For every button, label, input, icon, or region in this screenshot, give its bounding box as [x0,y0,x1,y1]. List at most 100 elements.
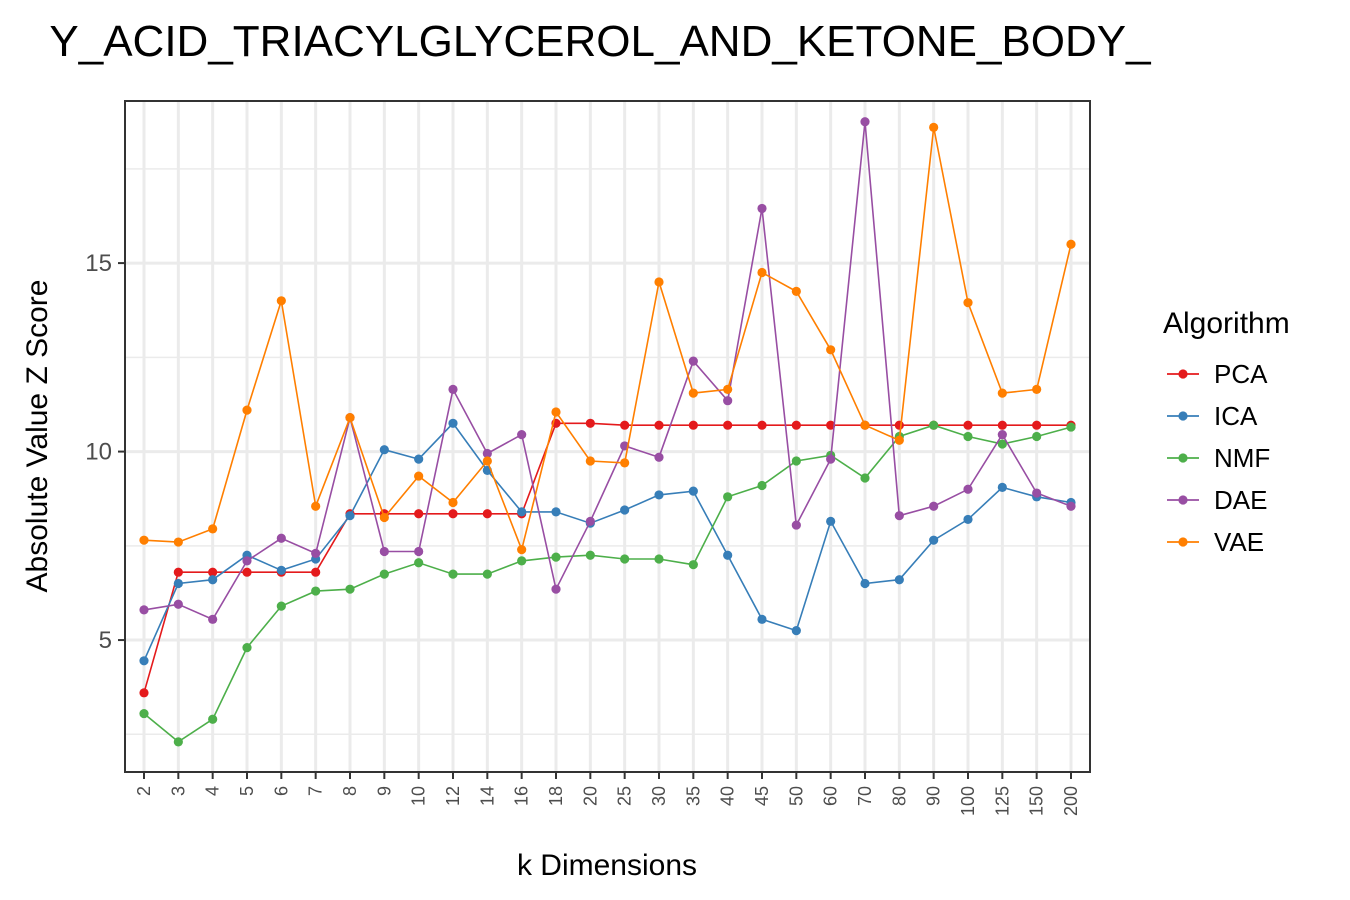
legend-title: Algorithm [1163,307,1290,340]
data-point-dae [654,452,664,462]
data-point-nmf [620,554,630,564]
data-point-dae [997,430,1007,440]
data-point-dae [173,599,183,609]
data-point-pca [620,420,630,430]
plot-panel-border [124,100,1091,773]
x-tick-label: 200 [1061,786,1081,816]
x-tick-label: 50 [786,786,806,806]
data-point-nmf [791,456,801,466]
data-point-dae [791,520,801,530]
data-point-pca [482,509,492,519]
x-tick-label: 35 [683,786,703,806]
data-point-vae [173,537,183,547]
data-point-vae [517,544,527,555]
x-tick-label: 30 [649,786,669,806]
data-point-dae [208,614,218,624]
data-point-pca [723,420,733,430]
data-point-vae [448,497,458,508]
data-point-vae [551,407,561,417]
legend-item-pca: PCA [1167,359,1268,389]
data-point-pca [654,420,664,430]
data-point-dae [826,454,836,464]
data-point-ica [414,454,424,464]
data-point-ica [860,578,870,589]
data-point-pca [1032,420,1042,430]
data-point-pca [414,509,424,519]
data-point-ica [345,511,355,521]
data-point-nmf [208,714,218,724]
data-point-dae [414,546,424,557]
data-point-pca [894,420,904,430]
data-point-ica [654,490,664,500]
data-point-vae [139,535,149,545]
y-tick-label: 10 [85,439,112,466]
legend-label: DAE [1214,485,1267,515]
data-point-nmf [482,569,492,579]
data-point-nmf [963,431,973,442]
data-point-pca [791,420,801,430]
data-point-vae [688,388,698,398]
data-point-vae [963,298,973,308]
data-point-vae [929,122,939,132]
data-point-nmf [551,552,561,562]
data-point-nmf [757,480,767,491]
data-point-nmf [723,492,733,502]
data-point-nmf [517,556,527,566]
x-tick-label: 90 [924,786,944,806]
data-point-ica [963,514,973,525]
data-point-ica [997,482,1007,492]
x-tick-label: 8 [340,786,360,796]
data-point-vae [723,384,733,394]
x-tick-label: 70 [855,786,875,806]
legend-item-vae: VAE [1167,527,1264,557]
data-point-vae [414,471,424,481]
data-point-vae [894,435,904,445]
x-tick-label: 10 [409,786,429,806]
series-line-pca [143,422,1071,694]
x-tick-label: 12 [443,786,463,806]
data-point-pca [242,567,252,577]
x-tick-label: 20 [580,786,600,806]
data-point-vae [379,512,389,523]
legend-item-dae: DAE [1167,485,1267,515]
x-tick-label: 14 [477,786,497,806]
data-point-nmf [654,554,664,564]
data-point-dae [139,605,149,615]
data-point-nmf [139,708,149,719]
series-line-vae [143,127,1072,553]
legend-label: VAE [1214,527,1264,557]
data-point-ica [688,486,698,496]
data-point-dae [963,484,973,494]
series-line-nmf [143,424,1072,743]
x-tick-label: 18 [546,786,566,806]
chart-title: Y_ACID_TRIACYLGLYCEROL_AND_KETONE_BODY_ [49,17,1151,66]
x-axis-title: k Dimensions [517,849,697,882]
legend-key-point [1178,495,1188,505]
data-point-ica [139,656,149,666]
legend: Algorithm PCA ICA NMF DAE VAE [1163,307,1290,557]
data-point-pca [448,509,458,519]
data-point-vae [1066,239,1076,249]
series-line-dae [143,121,1072,621]
data-point-nmf [585,550,595,560]
x-tick-label: 16 [512,786,532,806]
data-point-vae [860,420,870,430]
data-point-nmf [276,601,286,611]
data-point-vae [345,413,355,423]
y-tick-label: 5 [99,627,112,654]
data-point-dae [311,548,321,558]
data-point-ica [791,626,801,636]
data-point-dae [551,584,561,594]
y-tick-label: 15 [85,250,112,277]
series-layer [139,117,1076,747]
x-tick-label: 100 [958,786,978,816]
data-point-ica [208,575,218,585]
x-tick-label: 80 [889,786,909,806]
data-point-vae [826,345,836,355]
data-point-dae [276,533,286,543]
data-point-nmf [688,560,698,570]
x-tick-label: 125 [992,786,1012,816]
data-point-vae [654,277,664,287]
